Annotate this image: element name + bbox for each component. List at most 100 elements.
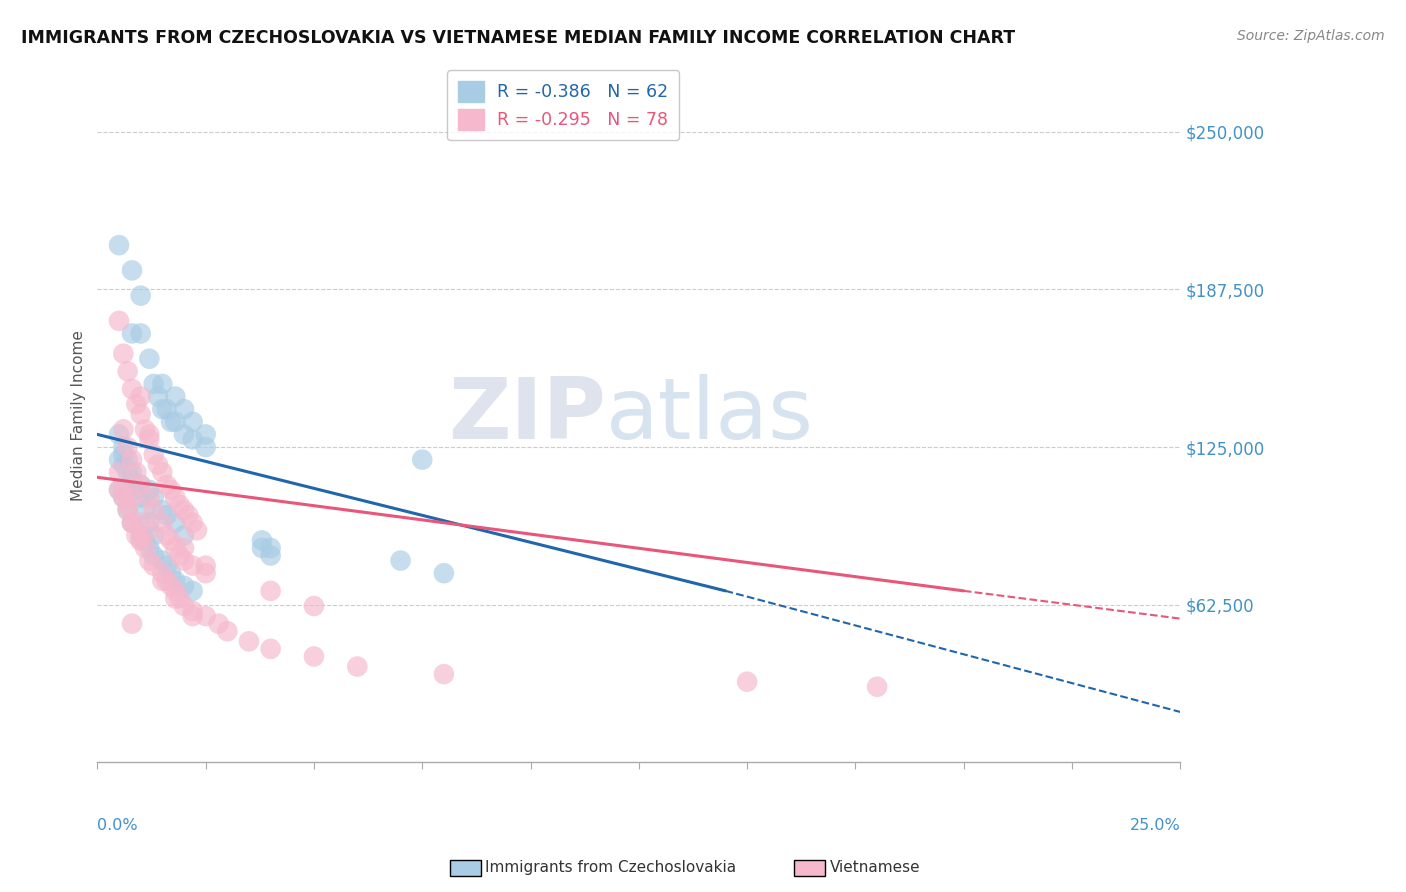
- Point: [129, 478, 152, 492]
- Point: [125, 483, 148, 497]
- Point: [117, 452, 139, 467]
- Text: IMMIGRANTS FROM CZECHOSLOVAKIA VS VIETNAMESE MEDIAN FAMILY INCOME CORRELATION CH: IMMIGRANTS FROM CZECHOSLOVAKIA VS VIETNA…: [21, 29, 1015, 47]
- Point: [156, 528, 179, 542]
- Point: [129, 528, 152, 542]
- Point: [173, 579, 195, 593]
- Point: [181, 604, 204, 618]
- Point: [142, 558, 165, 573]
- Point: [259, 641, 281, 656]
- Point: [177, 508, 200, 523]
- Point: [411, 452, 433, 467]
- Point: [129, 491, 152, 505]
- Point: [117, 503, 139, 517]
- Point: [165, 491, 187, 505]
- Point: [346, 659, 368, 673]
- Point: [117, 498, 139, 512]
- Point: [169, 498, 191, 512]
- Point: [121, 452, 143, 467]
- Point: [173, 427, 195, 442]
- Point: [217, 624, 239, 639]
- Point: [121, 516, 143, 530]
- Point: [150, 376, 173, 391]
- Point: [181, 609, 204, 624]
- Point: [302, 649, 325, 664]
- Point: [169, 591, 191, 606]
- Point: [160, 579, 183, 593]
- Point: [129, 407, 152, 421]
- Point: [121, 465, 143, 479]
- Point: [194, 440, 217, 454]
- Point: [138, 541, 160, 555]
- Point: [165, 516, 187, 530]
- Point: [108, 483, 131, 497]
- Point: [173, 553, 195, 567]
- Point: [181, 583, 204, 598]
- Point: [142, 549, 165, 563]
- Text: Immigrants from Czechoslovakia: Immigrants from Czechoslovakia: [485, 861, 737, 875]
- Point: [238, 634, 260, 648]
- Point: [138, 516, 160, 530]
- Y-axis label: Median Family Income: Median Family Income: [72, 330, 86, 501]
- Point: [129, 390, 152, 404]
- Point: [121, 516, 143, 530]
- Point: [142, 503, 165, 517]
- Text: Source: ZipAtlas.com: Source: ZipAtlas.com: [1237, 29, 1385, 44]
- Point: [250, 541, 273, 555]
- Point: [121, 516, 143, 530]
- Point: [121, 263, 143, 277]
- Point: [134, 503, 156, 517]
- Point: [142, 448, 165, 462]
- Legend: R = -0.386   N = 62, R = -0.295   N = 78: R = -0.386 N = 62, R = -0.295 N = 78: [447, 70, 679, 140]
- Point: [129, 533, 152, 548]
- Point: [181, 558, 204, 573]
- Text: atlas: atlas: [606, 374, 814, 457]
- Point: [125, 397, 148, 411]
- Point: [165, 415, 187, 429]
- Point: [735, 674, 758, 689]
- Point: [173, 599, 195, 613]
- Point: [389, 553, 412, 567]
- Point: [112, 422, 135, 436]
- Point: [112, 346, 135, 360]
- Point: [150, 516, 173, 530]
- Point: [194, 558, 217, 573]
- Point: [150, 402, 173, 417]
- Point: [181, 516, 204, 530]
- Point: [181, 433, 204, 447]
- Point: [173, 541, 195, 555]
- Point: [194, 427, 217, 442]
- Text: Vietnamese: Vietnamese: [830, 861, 920, 875]
- Point: [156, 508, 179, 523]
- Point: [121, 616, 143, 631]
- Point: [208, 616, 231, 631]
- Point: [129, 478, 152, 492]
- Point: [138, 483, 160, 497]
- Point: [138, 433, 160, 447]
- Point: [142, 491, 165, 505]
- Point: [108, 452, 131, 467]
- Point: [194, 609, 217, 624]
- Point: [160, 533, 183, 548]
- Point: [121, 326, 143, 341]
- Point: [156, 574, 179, 588]
- Point: [134, 541, 156, 555]
- Point: [165, 541, 187, 555]
- Point: [433, 667, 456, 681]
- Point: [125, 465, 148, 479]
- Point: [112, 448, 135, 462]
- Point: [150, 566, 173, 581]
- Text: ZIP: ZIP: [449, 374, 606, 457]
- Point: [112, 483, 135, 497]
- Point: [165, 574, 187, 588]
- Point: [150, 465, 173, 479]
- Point: [146, 390, 169, 404]
- Point: [186, 524, 208, 538]
- Point: [112, 491, 135, 505]
- Point: [112, 491, 135, 505]
- Point: [160, 566, 183, 581]
- Point: [259, 583, 281, 598]
- Point: [134, 422, 156, 436]
- Point: [150, 574, 173, 588]
- Point: [108, 238, 131, 252]
- Point: [165, 583, 187, 598]
